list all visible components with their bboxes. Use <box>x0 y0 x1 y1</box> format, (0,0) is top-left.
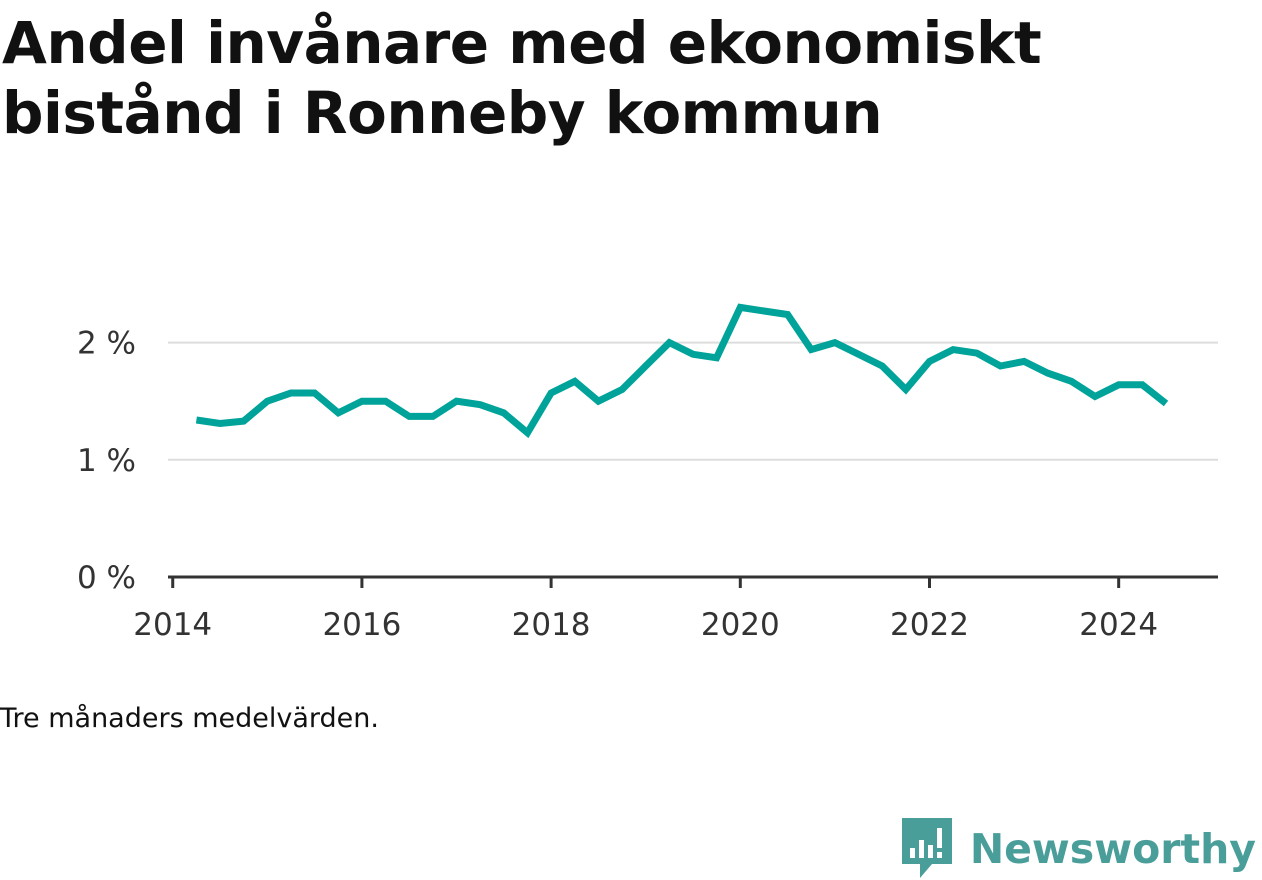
y-tick-label: 1 % <box>77 443 136 479</box>
x-tick-label: 2020 <box>701 607 780 643</box>
series-line <box>195 303 1169 439</box>
x-axis <box>168 575 1218 588</box>
gridlines <box>168 341 1218 461</box>
chart-note: Tre månaders medelvärden. <box>0 703 379 734</box>
x-tick-label: 2014 <box>133 607 212 643</box>
x-tick-label: 2018 <box>512 607 591 643</box>
brand-name: Newsworthy <box>969 825 1256 873</box>
y-tick-label: 0 % <box>77 560 136 596</box>
x-tick-label: 2024 <box>1079 607 1158 643</box>
x-axis-labels: 2014 2016 2018 2020 2022 2024 <box>133 607 1158 643</box>
series-layer <box>195 303 1169 439</box>
y-tick-label: 2 % <box>77 326 136 362</box>
newsworthy-logo-icon <box>901 818 952 878</box>
brand-logo[interactable]: Newsworthy <box>901 818 1256 880</box>
x-tick-label: 2016 <box>322 607 401 643</box>
y-axis-labels: 0 % 1 % 2 % <box>77 326 136 596</box>
line-chart: 0 % 1 % 2 % 2014 2016 2018 2020 2022 2024 <box>77 303 1218 643</box>
chart-title: Andel invånare med ekonomiskt bistånd i … <box>2 9 1042 147</box>
x-tick-label: 2022 <box>890 607 969 643</box>
